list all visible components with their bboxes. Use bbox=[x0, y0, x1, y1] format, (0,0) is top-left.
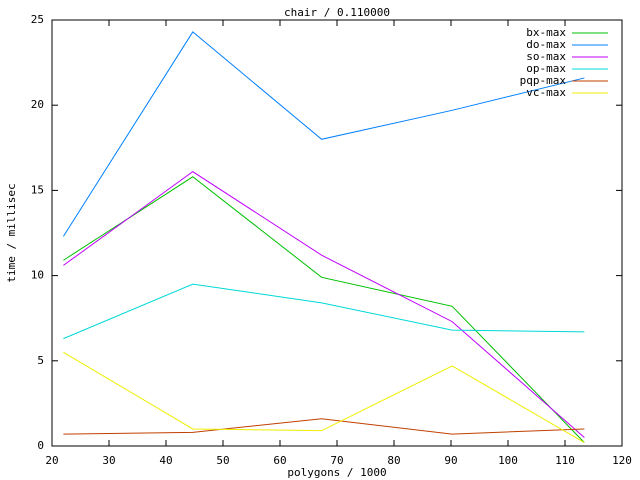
legend-label: pqp-max bbox=[520, 74, 567, 87]
x-tick-label: 110 bbox=[555, 454, 575, 467]
x-tick-label: 80 bbox=[387, 454, 400, 467]
x-tick-label: 70 bbox=[330, 454, 343, 467]
x-tick-label: 60 bbox=[273, 454, 286, 467]
x-tick-label: 100 bbox=[498, 454, 518, 467]
x-tick-label: 20 bbox=[45, 454, 58, 467]
line-series bbox=[63, 171, 585, 438]
legend-label: bx-max bbox=[526, 26, 566, 39]
legend-label: so-max bbox=[526, 50, 566, 63]
y-tick-label: 15 bbox=[31, 183, 44, 196]
legend-label: do-max bbox=[526, 38, 566, 51]
x-tick-label: 50 bbox=[216, 454, 229, 467]
y-tick-label: 0 bbox=[37, 439, 44, 452]
line-series bbox=[63, 418, 585, 435]
x-tick-label: 30 bbox=[102, 454, 115, 467]
line-series bbox=[63, 176, 585, 443]
chart-title: chair / 0.110000 bbox=[284, 6, 390, 19]
y-tick-label: 5 bbox=[37, 354, 44, 367]
legend-label: op-max bbox=[526, 62, 566, 75]
y-tick-label: 25 bbox=[31, 13, 44, 26]
x-tick-label: 120 bbox=[612, 454, 632, 467]
x-tick-label: 40 bbox=[159, 454, 172, 467]
line-series bbox=[63, 283, 585, 340]
y-axis-label: time / millisec bbox=[5, 183, 18, 282]
line-series bbox=[62, 31, 585, 237]
y-tick-label: 20 bbox=[31, 98, 44, 111]
x-tick-label: 90 bbox=[444, 454, 457, 467]
legend-label: vc-max bbox=[526, 86, 566, 99]
y-tick-label: 10 bbox=[31, 269, 44, 282]
x-axis-label: polygons / 1000 bbox=[287, 466, 386, 479]
line-series bbox=[63, 351, 585, 444]
